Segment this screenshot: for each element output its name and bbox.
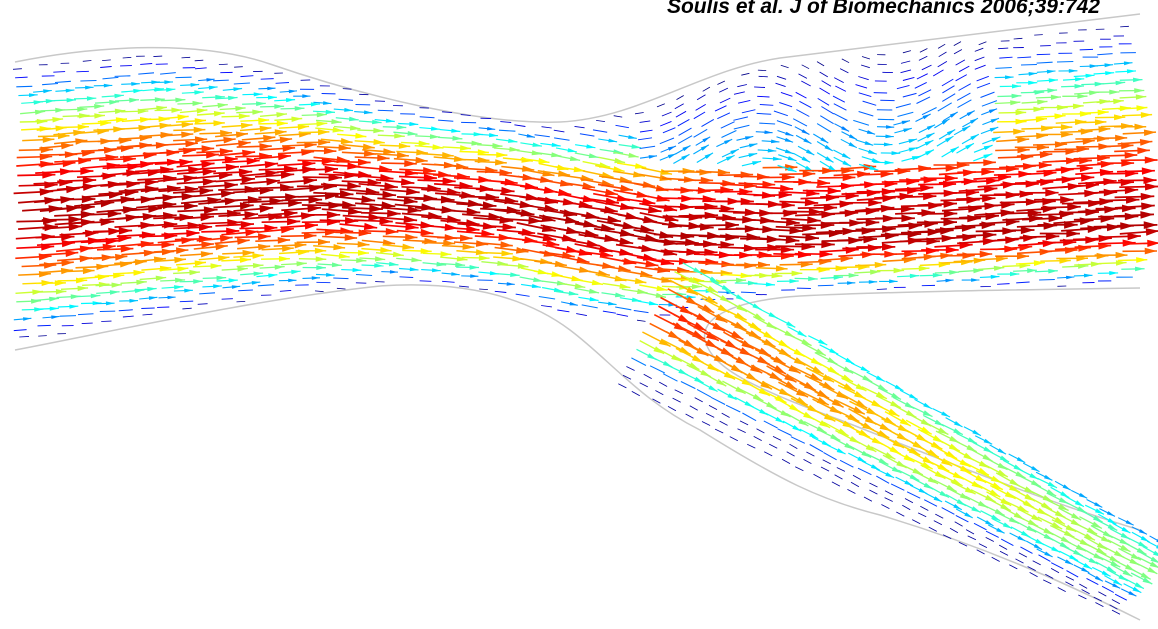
vector-shaft	[115, 76, 131, 77]
vector-shaft	[38, 336, 47, 337]
vector-shaft	[60, 316, 76, 317]
vector-shaft	[420, 281, 432, 282]
vector-shaft	[153, 56, 162, 57]
vector-shaft	[141, 308, 154, 309]
vector-shaft	[82, 323, 93, 324]
vector-shaft	[758, 70, 766, 71]
vector-shaft	[998, 48, 1008, 49]
vector-shaft	[1080, 49, 1093, 50]
vector-shaft	[1057, 62, 1073, 63]
vector-shaft	[198, 304, 208, 305]
vector-shaft	[213, 80, 229, 81]
vector-shaft	[180, 301, 193, 302]
vector-shaft	[19, 336, 29, 337]
vector-shaft	[1021, 65, 1037, 66]
vector-shaft	[759, 76, 768, 77]
vector-shaft	[76, 71, 89, 72]
vector-shaft	[261, 79, 274, 80]
vector-shaft	[1034, 35, 1043, 36]
vector-shaft	[38, 325, 51, 326]
vector-shaft	[754, 87, 765, 88]
vector-shaft	[219, 64, 228, 65]
page: Soulis et al. J of Biomechanics 2006;39:…	[0, 0, 1158, 629]
vector-shaft	[222, 299, 233, 300]
vector-shaft	[16, 86, 32, 87]
vector-shaft	[333, 278, 348, 279]
vector-shaft	[237, 301, 246, 302]
vector-shaft	[741, 292, 756, 293]
vector-shaft	[53, 72, 65, 73]
vector-shaft	[818, 285, 834, 286]
vector-shaft	[877, 289, 887, 290]
vector-shaft	[1039, 280, 1055, 281]
flow-figure: Soulis et al. J of Biomechanics 2006;39:…	[0, 0, 1158, 629]
figure-credit: Soulis et al. J of Biomechanics 2006;39:…	[667, 0, 1100, 18]
vector-shaft	[378, 110, 393, 111]
vector-shaft	[234, 67, 243, 68]
vector-shaft	[80, 81, 96, 82]
